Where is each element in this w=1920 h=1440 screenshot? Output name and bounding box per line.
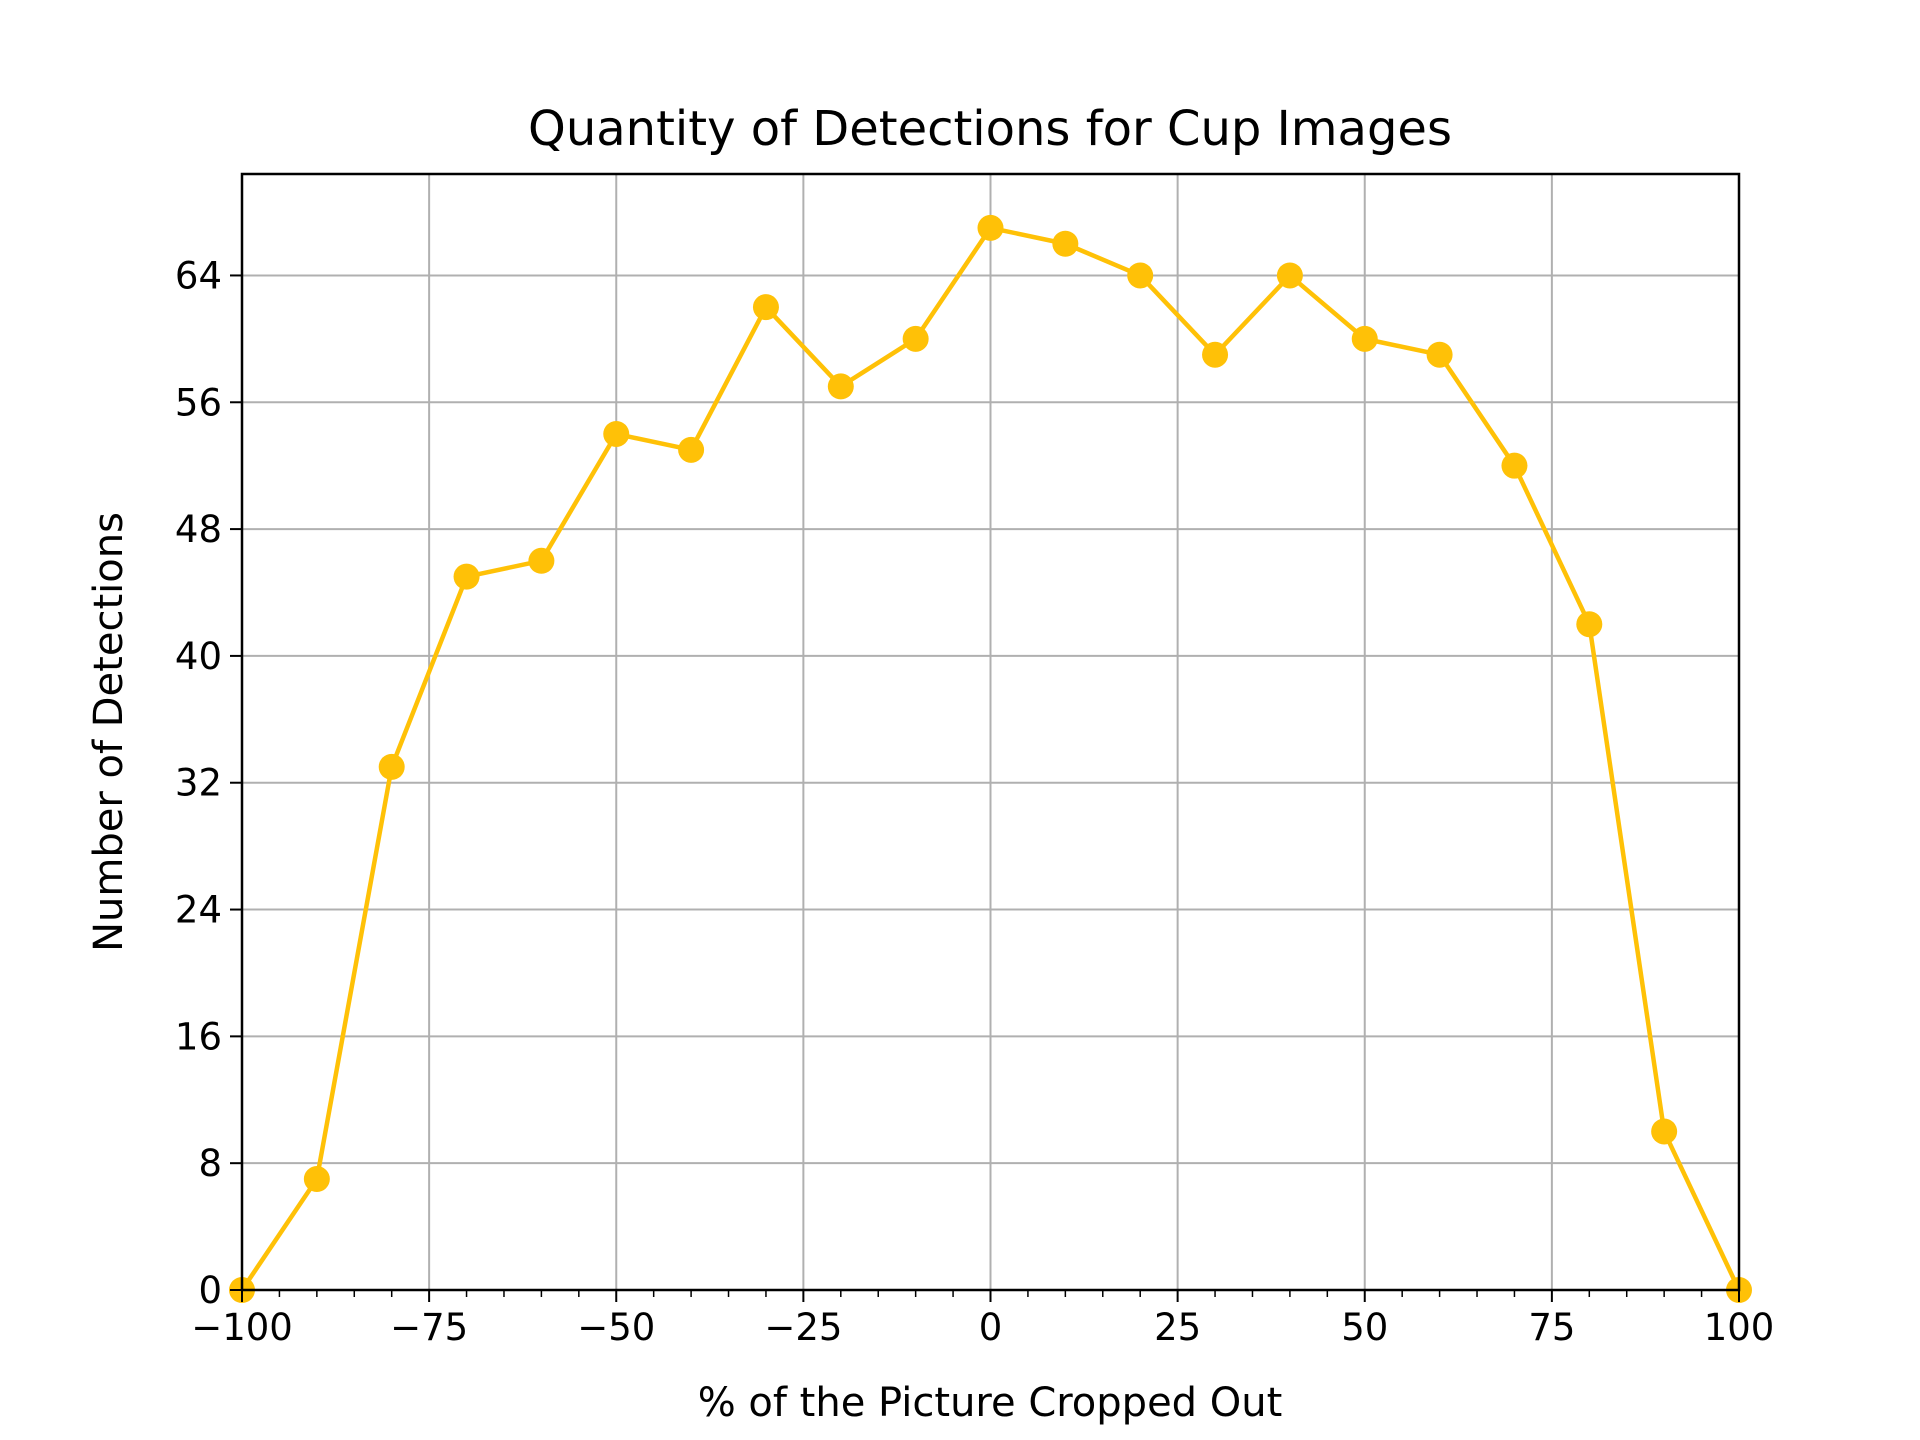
x-tick-label: −50 — [577, 1306, 655, 1349]
x-tick-label: −100 — [191, 1306, 293, 1349]
data-point — [1501, 452, 1528, 479]
data-point — [1276, 262, 1303, 289]
x-axis-title: % of the Picture Cropped Out — [698, 1380, 1283, 1426]
x-tick-label: −75 — [390, 1306, 468, 1349]
x-tick-label: 50 — [1341, 1306, 1388, 1349]
chart-title: Quantity of Detections for Cup Images — [528, 101, 1452, 157]
y-tick-label: 32 — [175, 762, 222, 805]
y-tick-label: 0 — [198, 1269, 222, 1312]
data-point — [827, 373, 854, 400]
data-point — [1351, 325, 1378, 352]
data-point — [1576, 611, 1603, 638]
data-point — [1052, 230, 1079, 257]
ticks: −100 −75 −50 −25 0 25 50 75 100 0 8 16 24 32 40 48 56 64 — [175, 254, 1774, 1349]
data-point — [453, 563, 480, 590]
data-point — [1651, 1118, 1678, 1145]
x-tick-label: 75 — [1528, 1306, 1575, 1349]
data-point — [678, 436, 705, 463]
data-point — [1202, 341, 1229, 368]
y-tick-label: 8 — [198, 1142, 222, 1185]
x-tick-label: 25 — [1154, 1306, 1201, 1349]
data-point — [303, 1166, 330, 1193]
y-axis-title: Number of Detections — [86, 512, 132, 952]
data-point — [902, 325, 929, 352]
x-tick-label: −25 — [764, 1306, 842, 1349]
x-tick-label: 100 — [1704, 1306, 1775, 1349]
data-point — [603, 420, 630, 447]
y-tick-label: 16 — [175, 1015, 222, 1058]
data-point — [752, 294, 779, 321]
series-layer — [229, 214, 1752, 1303]
x-tick-label: 0 — [979, 1306, 1003, 1349]
data-point — [1426, 341, 1453, 368]
data-point — [977, 214, 1004, 241]
y-tick-label: 64 — [175, 254, 222, 297]
y-tick-label: 48 — [175, 508, 222, 551]
data-point — [528, 547, 555, 574]
y-tick-label: 56 — [175, 381, 222, 424]
data-point — [1127, 262, 1154, 289]
y-tick-label: 40 — [175, 635, 222, 678]
data-point — [378, 753, 405, 780]
y-tick-label: 24 — [175, 889, 222, 932]
